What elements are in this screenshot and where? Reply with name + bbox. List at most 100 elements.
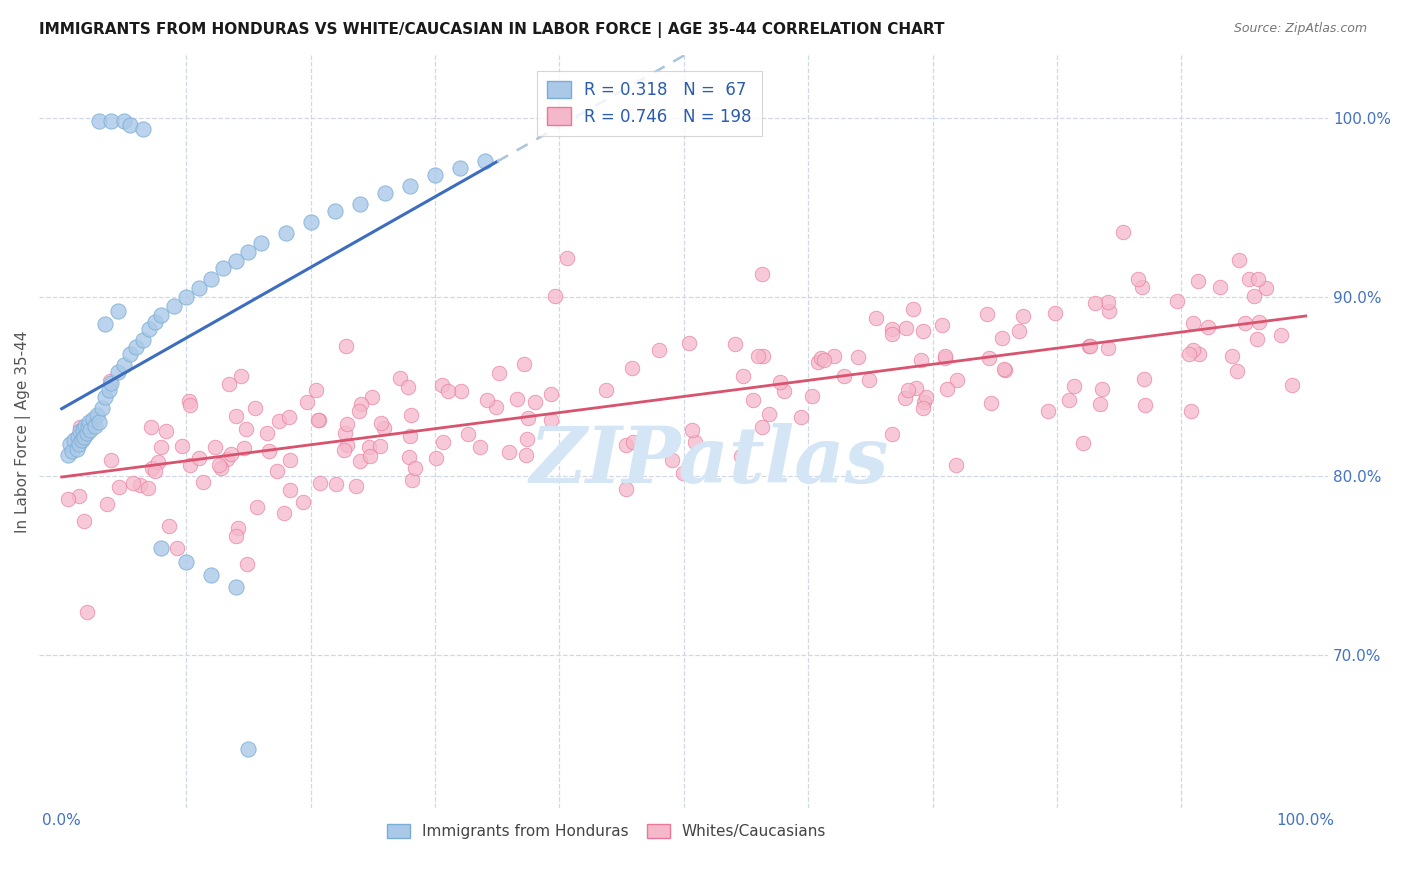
Point: [595, 383, 617, 397]
Point: [112, 114, 135, 128]
Point: [107, 304, 129, 318]
Point: [100, 114, 122, 128]
Point: [678, 336, 700, 351]
Point: [63, 434, 86, 448]
Point: [112, 358, 135, 372]
Point: [506, 392, 529, 407]
Point: [979, 351, 1001, 366]
Point: [1181, 316, 1204, 330]
Point: [219, 447, 242, 461]
Point: [540, 413, 562, 427]
Point: [621, 434, 644, 449]
Point: [994, 363, 1017, 377]
Point: [468, 440, 491, 454]
Point: [915, 390, 938, 404]
Point: [934, 349, 956, 363]
Point: [858, 373, 880, 387]
Point: [450, 384, 472, 398]
Point: [141, 460, 163, 475]
Point: [212, 261, 235, 276]
Point: [1209, 280, 1232, 294]
Point: [336, 417, 359, 431]
Point: [1254, 281, 1277, 295]
Point: [1135, 398, 1157, 412]
Point: [76, 426, 98, 441]
Y-axis label: In Labor Force | Age 35-44: In Labor Force | Age 35-44: [15, 330, 31, 533]
Point: [72, 423, 94, 437]
Point: [163, 299, 186, 313]
Point: [359, 449, 381, 463]
Point: [432, 435, 454, 450]
Point: [188, 450, 211, 465]
Point: [368, 439, 391, 453]
Point: [94, 391, 117, 405]
Point: [1246, 332, 1268, 346]
Point: [1078, 339, 1101, 353]
Point: [155, 424, 177, 438]
Point: [76, 606, 98, 620]
Point: [488, 366, 510, 380]
Point: [226, 521, 249, 535]
Point: [150, 440, 173, 454]
Point: [179, 458, 201, 472]
Legend: Immigrants from Honduras, Whites/Caucasians: Immigrants from Honduras, Whites/Caucasi…: [381, 817, 832, 846]
Point: [485, 401, 508, 415]
Point: [1098, 304, 1121, 318]
Point: [616, 438, 638, 452]
Point: [73, 514, 96, 528]
Point: [1247, 272, 1270, 286]
Point: [278, 453, 301, 467]
Point: [683, 435, 706, 450]
Point: [910, 352, 932, 367]
Point: [515, 448, 537, 462]
Point: [475, 392, 498, 407]
Point: [449, 161, 471, 175]
Point: [1008, 324, 1031, 338]
Point: [86, 409, 108, 423]
Point: [1097, 341, 1119, 355]
Point: [69, 419, 91, 434]
Point: [911, 324, 934, 338]
Point: [70, 434, 93, 448]
Point: [187, 281, 209, 295]
Point: [980, 396, 1002, 410]
Point: [257, 443, 280, 458]
Point: [1057, 393, 1080, 408]
Point: [846, 350, 869, 364]
Point: [1197, 319, 1219, 334]
Point: [166, 541, 188, 555]
Point: [229, 369, 252, 384]
Point: [361, 390, 384, 404]
Point: [1097, 295, 1119, 310]
Point: [67, 437, 90, 451]
Point: [1226, 364, 1249, 378]
Point: [1084, 296, 1107, 310]
Point: [138, 322, 160, 336]
Point: [751, 267, 773, 281]
Point: [1128, 272, 1150, 286]
Point: [1071, 435, 1094, 450]
Point: [107, 365, 129, 379]
Point: [404, 461, 426, 475]
Point: [75, 419, 97, 434]
Point: [100, 452, 122, 467]
Point: [100, 376, 122, 390]
Point: [661, 453, 683, 467]
Point: [82, 412, 104, 426]
Point: [912, 395, 935, 409]
Point: [401, 408, 423, 422]
Point: [946, 373, 969, 387]
Point: [934, 351, 956, 366]
Point: [349, 197, 371, 211]
Point: [143, 315, 166, 329]
Point: [94, 317, 117, 331]
Point: [457, 427, 479, 442]
Point: [524, 394, 547, 409]
Point: [813, 352, 835, 367]
Point: [423, 168, 446, 182]
Point: [305, 383, 328, 397]
Point: [370, 416, 392, 430]
Point: [122, 475, 145, 490]
Point: [555, 252, 578, 266]
Point: [823, 349, 845, 363]
